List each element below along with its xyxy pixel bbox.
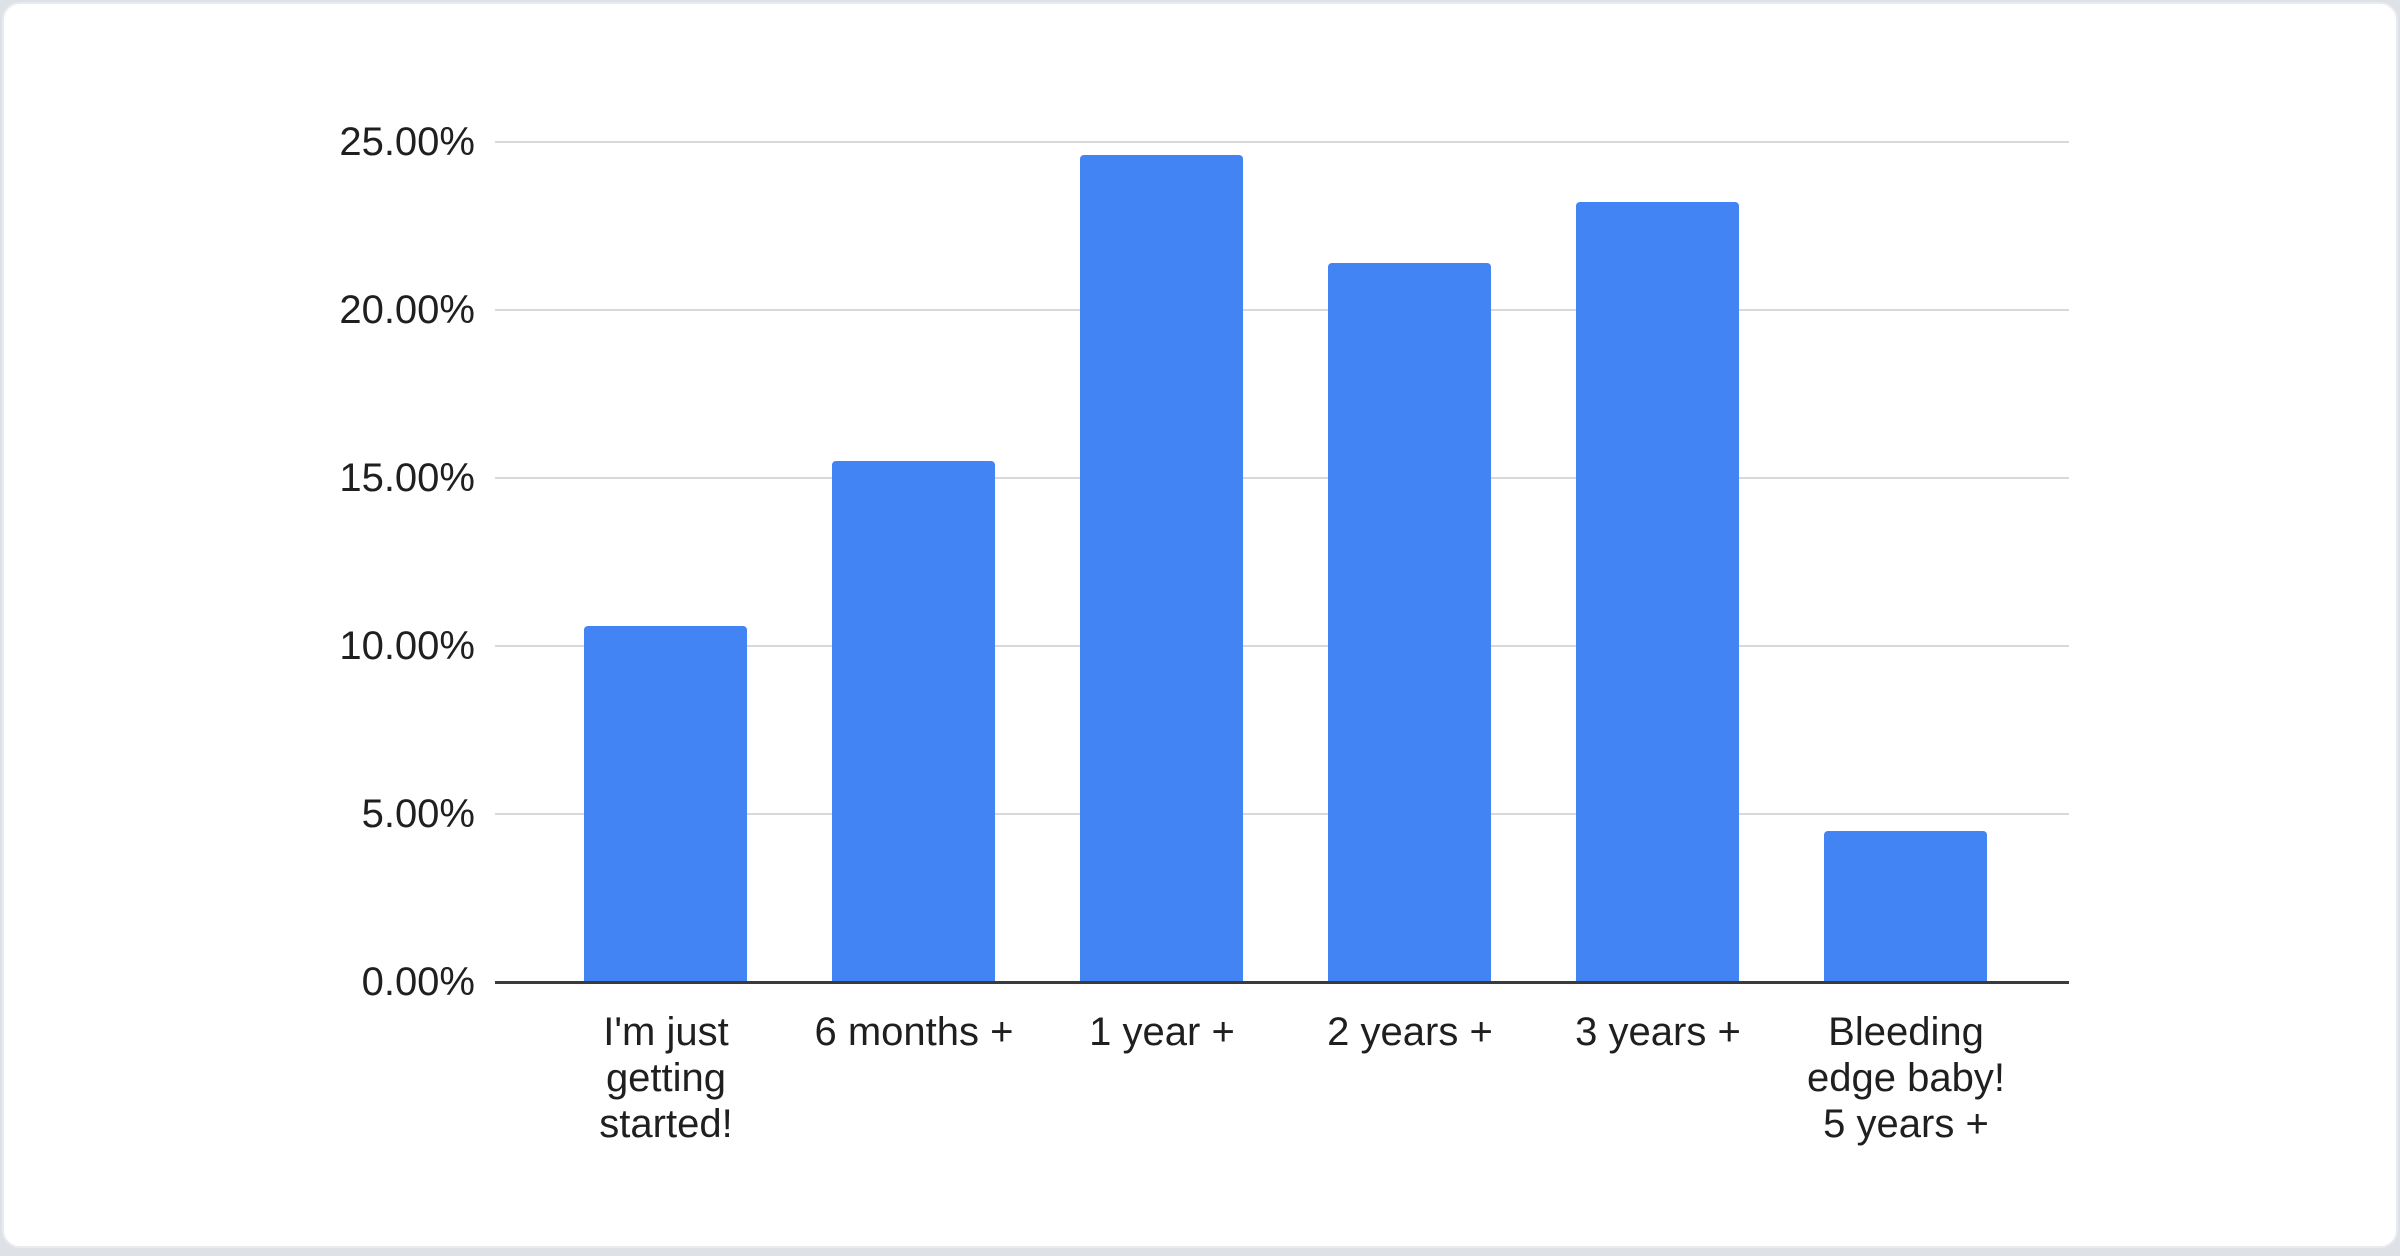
x-axis-tick-label-line: Bleeding: [1828, 1010, 1984, 1054]
gridline: [495, 645, 2069, 647]
bar-4[interactable]: [1328, 263, 1491, 982]
bar-5[interactable]: [1576, 202, 1739, 982]
y-axis-tick-label: 15.00%: [339, 456, 475, 500]
y-axis-tick-label: 25.00%: [339, 120, 475, 164]
y-axis-tick-label: 20.00%: [339, 288, 475, 332]
bar-1[interactable]: [584, 626, 747, 982]
x-axis-tick-label: 1 year +: [1007, 1009, 1317, 1055]
x-axis-tick-label: Bleeding edge baby! 5 years +: [1751, 1009, 2061, 1147]
x-axis-tick-label-line: 2 years +: [1327, 1010, 1493, 1054]
x-axis-tick-label-line: getting: [605, 1056, 727, 1100]
bar-6[interactable]: [1824, 831, 1987, 982]
bar-2[interactable]: [832, 461, 995, 982]
x-axis-tick-label-line: I'm just: [603, 1010, 729, 1054]
x-axis-tick-label-line: started!: [599, 1102, 733, 1146]
gridline: [495, 141, 2069, 143]
x-axis-tick-label: 2 years +: [1255, 1009, 1565, 1055]
x-axis: I'm just getting started! 6 months +1 year …: [495, 1009, 2069, 1209]
y-axis-tick-label: 0.00%: [361, 960, 475, 1004]
x-axis-tick-label-line: 3 years +: [1575, 1010, 1741, 1054]
x-axis-tick-label: I'm just getting started!: [511, 1009, 821, 1147]
plot-area: [495, 141, 2069, 984]
gridline: [495, 477, 2069, 479]
gridline: [495, 309, 2069, 311]
x-axis-tick-label: 3 years +: [1503, 1009, 1813, 1055]
gridline: [495, 813, 2069, 815]
x-axis-tick-label-line: 5 years +: [1823, 1102, 1989, 1146]
bar-3[interactable]: [1080, 155, 1243, 982]
y-axis-tick-label: 5.00%: [361, 792, 475, 836]
x-axis-tick-label-line: 1 year +: [1089, 1010, 1235, 1054]
x-axis-tick-label-line: 6 months +: [814, 1010, 1014, 1054]
x-axis-line: [495, 981, 2069, 984]
x-axis-tick-label: 6 months +: [759, 1009, 1069, 1055]
x-axis-tick-label-line: edge baby!: [1807, 1056, 2005, 1100]
y-axis-tick-label: 10.00%: [339, 624, 475, 668]
